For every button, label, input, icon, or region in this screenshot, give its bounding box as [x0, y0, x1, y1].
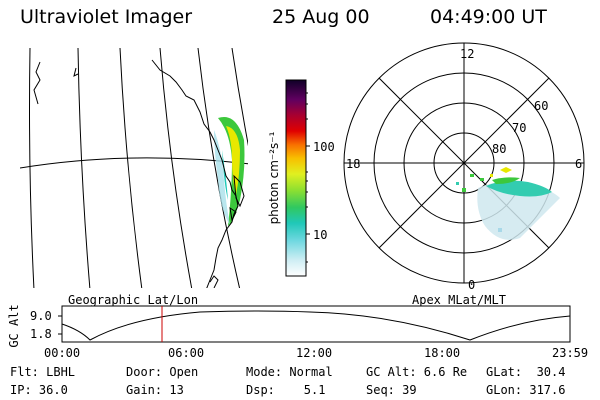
timeline-ytick-top: 9.0	[30, 309, 52, 323]
timeline-xtick-0600: 06:00	[168, 346, 205, 360]
colorbar-tick-10: 10	[313, 228, 328, 242]
mlat-80-label: 80	[492, 142, 507, 156]
colorbar-unit-label: photon cm⁻²s⁻¹	[267, 131, 281, 225]
meridian-lines	[20, 48, 248, 288]
mlat-70-label: 70	[512, 121, 527, 135]
observation-date: 25 Aug 00	[272, 6, 370, 28]
polar-panel-label: Apex MLat/MLT	[412, 293, 506, 307]
altitude-timeline	[58, 305, 571, 343]
coastlines	[33, 59, 245, 288]
status-seq: Seq: 39	[366, 383, 417, 397]
timeline-xtick-1800: 18:00	[424, 346, 461, 360]
mlt-12-label: 12	[460, 47, 475, 61]
mlt-6-label: 6	[575, 157, 583, 171]
colorbar	[285, 79, 310, 277]
observation-time: 04:49:00 UT	[430, 6, 547, 28]
instrument-title: Ultraviolet Imager	[20, 6, 193, 28]
mlt-18-label: 18	[346, 157, 361, 171]
mlt-0-label: 0	[468, 278, 476, 292]
timeline-xtick-0000: 00:00	[44, 346, 81, 360]
status-glon: GLon: 317.6	[486, 383, 566, 397]
colorbar-tick-100: 100	[313, 140, 335, 154]
timeline-xtick-1200: 12:00	[296, 346, 333, 360]
status-door: Door: Open	[126, 365, 199, 379]
mlat-60-label: 60	[534, 99, 549, 113]
polar-map	[343, 42, 585, 284]
timeline-ylabel: GC Alt	[7, 304, 21, 348]
timeline-xtick-2359: 23:59	[552, 346, 589, 360]
status-filter: Flt: LBHL	[10, 365, 76, 379]
timeline-ytick-bottom: 1.8	[30, 327, 52, 341]
polar-aurora	[456, 167, 560, 240]
status-gain: Gain: 13	[126, 383, 184, 397]
status-dsp: Dsp: 5.1	[246, 383, 326, 397]
status-ip: IP: 36.0	[10, 383, 68, 397]
status-gc-alt: GC Alt: 6.6 Re	[366, 365, 468, 379]
status-mode: Mode: Normal	[246, 365, 333, 379]
geo-aurora	[214, 116, 245, 226]
geographic-panel-label: Geographic Lat/Lon	[68, 293, 199, 307]
status-glat: GLat: 30.4	[486, 365, 566, 379]
geographic-map	[20, 48, 248, 288]
